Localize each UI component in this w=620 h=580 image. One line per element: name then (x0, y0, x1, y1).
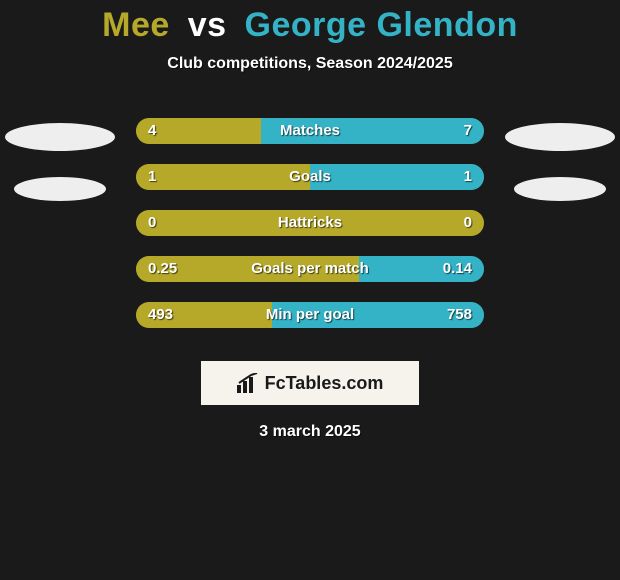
stat-value-left: 0 (148, 210, 156, 236)
stat-value-left: 4 (148, 118, 156, 144)
stat-bar-right (261, 118, 484, 144)
stat-bar-track (136, 164, 484, 190)
pellet-right (505, 123, 615, 151)
title-player-left: Mee (102, 6, 170, 44)
title-vs: vs (188, 6, 227, 44)
page-title: Mee vs George Glendon (0, 0, 620, 45)
pellet-right (514, 177, 606, 201)
pellet-left (5, 123, 115, 151)
stat-value-right: 0.14 (443, 256, 472, 282)
branding-badge: FcTables.com (201, 361, 419, 405)
stat-bar-left (136, 164, 310, 190)
stat-value-right: 0 (464, 210, 472, 236)
stat-value-left: 1 (148, 164, 156, 190)
stat-row: 00Hattricks (0, 201, 620, 247)
stat-bar-track (136, 302, 484, 328)
stat-row: 0.250.14Goals per match (0, 247, 620, 293)
stat-value-left: 493 (148, 302, 173, 328)
footer-date: 3 march 2025 (0, 423, 620, 441)
stat-bar-track (136, 210, 484, 236)
infographic-root: Mee vs George Glendon Club competitions,… (0, 0, 620, 580)
stat-value-right: 758 (447, 302, 472, 328)
stat-bar-track (136, 256, 484, 282)
stat-row: 493758Min per goal (0, 293, 620, 339)
stat-bar-left (136, 210, 484, 236)
stat-value-left: 0.25 (148, 256, 177, 282)
subtitle: Club competitions, Season 2024/2025 (0, 55, 620, 73)
branding-text: FcTables.com (265, 373, 384, 394)
stat-bar-track (136, 118, 484, 144)
pellet-left (14, 177, 106, 201)
stat-value-right: 1 (464, 164, 472, 190)
chart-icon (237, 373, 259, 393)
title-player-right: George Glendon (245, 6, 518, 44)
stat-bar-right (310, 164, 484, 190)
stat-value-right: 7 (464, 118, 472, 144)
